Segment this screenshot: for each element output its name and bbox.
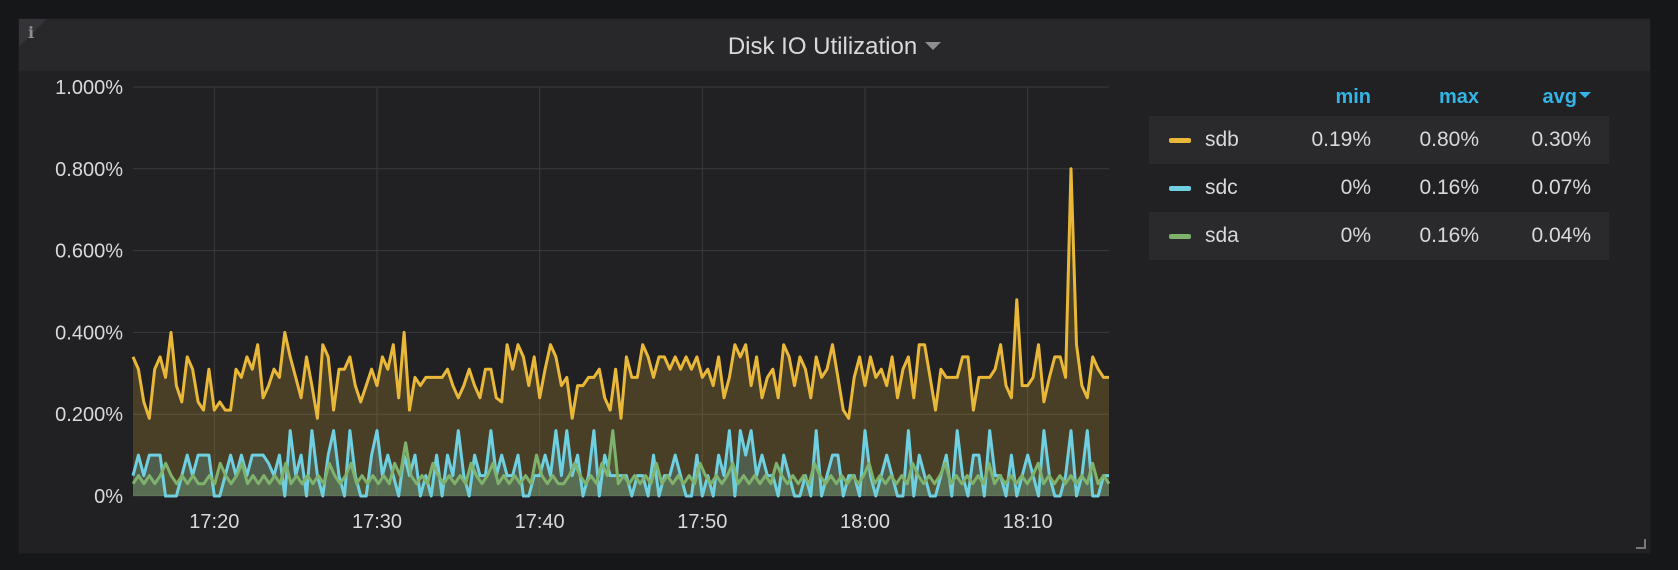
info-corner[interactable] (19, 19, 47, 47)
legend-avg-value: 0.04% (1531, 224, 1591, 247)
x-tick-label: 18:10 (1003, 511, 1053, 533)
chevron-down-icon[interactable] (925, 41, 942, 50)
legend-header-avg[interactable]: avg (1543, 86, 1591, 109)
legend-min-value: 0% (1340, 224, 1371, 247)
legend-row-sdb[interactable]: sdb 0.19% 0.80% 0.30% (1149, 116, 1609, 164)
series-lines (131, 167, 1111, 498)
y-axis: 0% 0.200% 0.400% 0.600% 0.800% 1.000% (55, 77, 123, 508)
legend-table: min max avg sdb 0.19% 0.80% 0.30% sdc 0%… (1149, 80, 1609, 260)
x-tick-label: 18:00 (840, 511, 890, 533)
series-color-swatch[interactable] (1169, 138, 1191, 143)
x-tick-label: 17:40 (515, 511, 565, 533)
legend-series-name[interactable]: sdb (1205, 128, 1239, 151)
legend-header-max[interactable]: max (1438, 86, 1479, 108)
legend-avg-value: 0.30% (1531, 128, 1591, 151)
y-tick-label: 0.800% (55, 159, 123, 181)
legend-avg-value: 0.07% (1531, 176, 1591, 199)
legend-min-value: 0% (1340, 176, 1371, 199)
x-tick-label: 17:20 (189, 511, 239, 533)
panel-title-text[interactable]: Disk IO Utilization (727, 33, 918, 60)
chart-grid (133, 86, 1109, 497)
series-line-sdb[interactable] (131, 167, 1109, 420)
x-tick-label: 17:30 (352, 511, 402, 533)
y-tick-label: 0.200% (55, 404, 123, 426)
x-axis: 17:20 17:30 17:40 17:50 18:00 18:10 (189, 511, 1052, 533)
legend-series-name[interactable]: sdc (1205, 176, 1238, 199)
panel-title[interactable]: Disk IO Utilization (19, 33, 1650, 61)
series-area-sdb (133, 168, 1109, 497)
y-tick-label: 0.400% (55, 322, 123, 344)
x-tick-label: 17:50 (677, 511, 727, 533)
series-color-swatch[interactable] (1169, 186, 1191, 191)
legend-header: min max avg (1149, 80, 1609, 116)
y-tick-label: 0% (94, 486, 123, 508)
legend-series-name[interactable]: sda (1205, 224, 1239, 247)
legend-header-min[interactable]: min (1335, 86, 1371, 108)
panel-header[interactable]: i Disk IO Utilization (19, 19, 1650, 71)
graph-panel: i Disk IO Utilization (18, 18, 1651, 554)
resize-handle-icon[interactable] (1636, 539, 1646, 549)
legend-max-value: 0.80% (1419, 128, 1479, 151)
legend-header-avg-label[interactable]: avg (1542, 86, 1577, 108)
series-area-sda (133, 430, 1109, 496)
legend-max-value: 0.16% (1419, 176, 1479, 199)
legend-max-value: 0.16% (1419, 224, 1479, 247)
y-tick-label: 1.000% (55, 77, 123, 99)
series-color-swatch[interactable] (1169, 234, 1191, 239)
series-line-sda[interactable] (131, 429, 1111, 486)
legend-min-value: 0.19% (1311, 128, 1371, 151)
info-icon[interactable]: i (28, 23, 35, 42)
y-tick-label: 0.600% (55, 241, 123, 263)
legend-row-sdc[interactable]: sdc 0% 0.16% 0.07% (1149, 164, 1609, 212)
sort-desc-icon[interactable] (1579, 91, 1591, 98)
legend-row-sda[interactable]: sda 0% 0.16% 0.04% (1149, 212, 1609, 260)
